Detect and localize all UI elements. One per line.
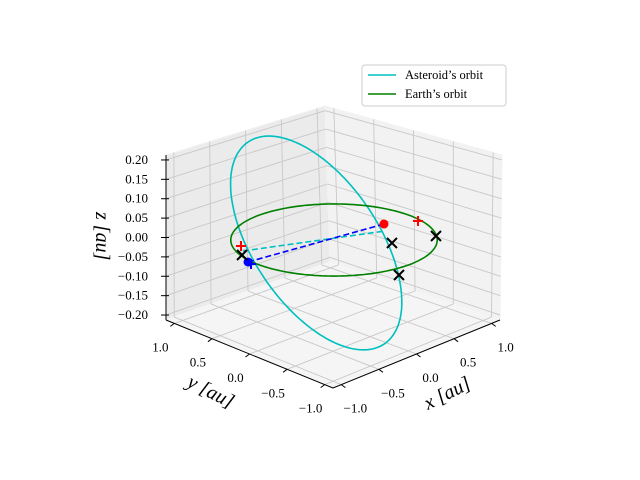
z-tick-label: −0.10 xyxy=(118,268,148,283)
x-tick-label: 0.5 xyxy=(460,355,476,370)
blue-dashed-line xyxy=(247,223,385,263)
x-gridline xyxy=(247,290,417,355)
x-gridline xyxy=(174,316,342,386)
y-tick xyxy=(282,368,288,373)
x-tick xyxy=(491,322,496,327)
black-x-marker xyxy=(430,230,442,242)
axes-panes xyxy=(164,105,503,389)
z-tick-label: −0.15 xyxy=(118,288,148,303)
x-tick xyxy=(453,338,459,343)
legend-asteroid-label: Asteroid’s orbit xyxy=(405,68,484,82)
y-tick-label: 0.5 xyxy=(190,355,206,370)
earth-orbit-line xyxy=(230,203,439,277)
z-tick-label: 0.05 xyxy=(125,210,148,225)
x-tick-label: 0.0 xyxy=(422,370,438,385)
z-tick-label: 0.10 xyxy=(125,191,148,206)
legend: Asteroid’s orbit Earth’s orbit xyxy=(361,64,507,107)
red-plus-marker xyxy=(235,241,246,252)
y-tick-label: 1.0 xyxy=(152,339,168,354)
plot-data xyxy=(229,135,442,351)
y-wall-gridline xyxy=(209,141,212,305)
y-tick xyxy=(170,322,175,327)
y-tick xyxy=(245,353,250,358)
z-tick-label: 0.20 xyxy=(125,152,148,167)
asteroid-orbit-line xyxy=(229,135,403,351)
red-plus-marker xyxy=(413,216,424,227)
legend-box xyxy=(361,64,507,107)
y-tick xyxy=(320,384,325,389)
black-x-marker xyxy=(393,269,405,281)
x-wall-gridline xyxy=(373,119,378,278)
x-gridline xyxy=(321,264,492,324)
x-gridline xyxy=(284,277,455,340)
x-gridline xyxy=(210,303,380,370)
red-dot-marker xyxy=(379,219,389,229)
y-tick-label: 0.0 xyxy=(227,370,243,385)
x-wall-gridline xyxy=(413,130,416,292)
z-tick-label: 0.15 xyxy=(125,171,148,186)
y-wall-gridline xyxy=(316,108,323,265)
z-axis-label: z [au] xyxy=(91,211,113,260)
y-tick-label: −1.0 xyxy=(299,401,323,416)
cyan-dashed-line xyxy=(242,230,386,252)
x-tick xyxy=(378,368,384,373)
z-tick-label: −0.05 xyxy=(118,249,148,264)
x-wall-gridline xyxy=(333,108,339,265)
z-tick-label: 0.00 xyxy=(125,230,148,245)
x-tick-label: −1.0 xyxy=(344,401,368,416)
x-tick xyxy=(341,384,346,389)
x-wall-gridline xyxy=(491,152,494,318)
tick-labels: 0.20 0.15 0.10 0.05 0.00 −0.05 −0.10 −0.15 −0.20… xyxy=(118,152,514,416)
x-tick-label: 1.0 xyxy=(498,339,514,354)
x-tick-label: −0.5 xyxy=(381,385,405,400)
blue-plus-marker xyxy=(245,258,256,269)
x-tick xyxy=(416,353,421,358)
z-tick-label: −0.20 xyxy=(118,307,148,322)
y-tick xyxy=(207,338,213,343)
black-x-marker xyxy=(236,249,248,261)
grid-lines xyxy=(165,108,503,386)
y-tick-label: −0.5 xyxy=(261,385,285,400)
black-x-marker xyxy=(386,237,398,249)
legend-earth-label: Earth’s orbit xyxy=(405,87,468,101)
